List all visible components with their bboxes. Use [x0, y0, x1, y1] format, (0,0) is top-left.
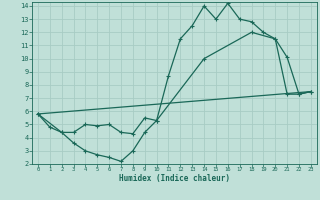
- X-axis label: Humidex (Indice chaleur): Humidex (Indice chaleur): [119, 174, 230, 183]
